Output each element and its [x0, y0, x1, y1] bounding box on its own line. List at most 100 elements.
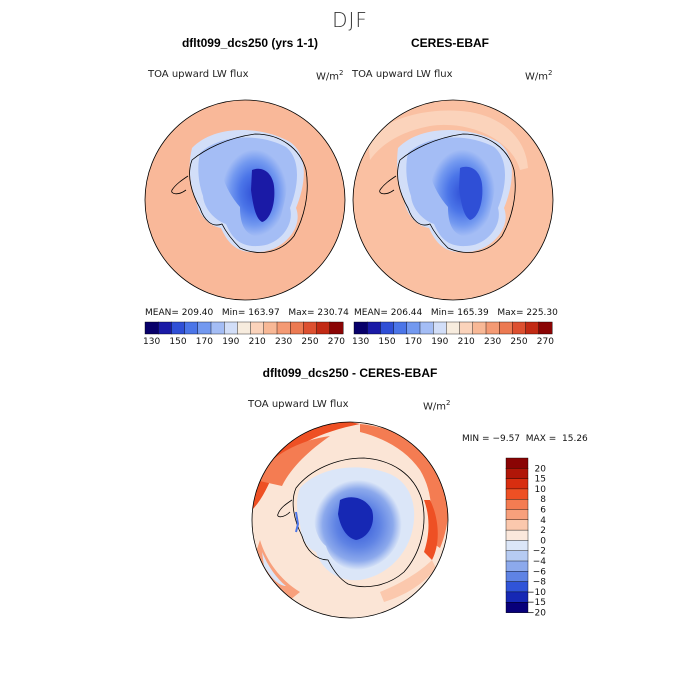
- colorbar-tick-label: −4: [533, 557, 547, 567]
- diff-max-value: 15.26: [562, 434, 588, 444]
- mean-value: 206.44: [390, 308, 423, 318]
- max-value: 225.30: [526, 308, 558, 318]
- colorbar-swatch: [276, 321, 291, 335]
- colorbar-tick-label: 130: [143, 337, 160, 347]
- diff-min-max: MIN = −9.57 MAX = 15.26: [462, 434, 588, 444]
- mean-value: 209.40: [181, 308, 214, 318]
- colorbar-swatch: [505, 550, 529, 562]
- colorbar-swatch: [250, 321, 265, 335]
- colorbar-swatch: [223, 321, 238, 335]
- colorbar-swatch: [505, 488, 529, 500]
- colorbar-tick-label: −15: [527, 598, 546, 608]
- units-label-diff: W/m2: [423, 399, 451, 413]
- colorbar-tick-label: 10: [535, 485, 547, 495]
- colorbar-tick-label: −8: [533, 578, 547, 588]
- season-title: DJF: [332, 8, 368, 32]
- colorbar-tick-label: 210: [249, 337, 266, 347]
- colorbar-swatch: [505, 478, 529, 490]
- colorbar-tick-label: 270: [537, 337, 554, 347]
- colorbar-swatch: [210, 321, 225, 335]
- colorbar-swatch: [303, 321, 318, 335]
- units-label-model: W/m2: [316, 69, 344, 83]
- colorbar-swatch: [505, 560, 529, 572]
- colorbar-tick-label: 270: [328, 337, 345, 347]
- colorbar-swatch: [505, 591, 529, 603]
- colorbar-tick-label: 15: [535, 475, 546, 485]
- colorbar-tick-label: 4: [540, 516, 546, 526]
- colorbar-tick-label: −20: [527, 609, 546, 619]
- colorbar-swatch: [353, 321, 368, 335]
- map-diff: [251, 421, 449, 619]
- panel-title-obs: CERES-EBAF: [410, 36, 489, 50]
- stats-model: MEAN= 209.40 Min= 163.97 Max= 230.74: [145, 308, 349, 318]
- map-diff-border: [251, 421, 449, 619]
- colorbar-swatch: [505, 468, 529, 480]
- colorbar-tick-label: 190: [222, 337, 239, 347]
- colorbar-swatch: [419, 321, 434, 335]
- colorbar-swatch: [367, 321, 381, 335]
- colorbar-tick-label: 6: [540, 506, 546, 516]
- colorbar-tick-label: 170: [196, 337, 213, 347]
- colorbar-swatch: [505, 581, 529, 593]
- colorbar-swatch: [316, 321, 331, 335]
- colorbar-swatch: [512, 321, 527, 335]
- colorbar-tick-label: −10: [527, 588, 546, 598]
- colorbar-swatch: [197, 321, 212, 335]
- colorbar-obs: 130 150 170 190 210 230 250 270: [352, 321, 554, 347]
- variable-label-diff: TOA upward LW flux: [248, 399, 349, 410]
- colorbar-tick-label: 150: [378, 337, 395, 347]
- colorbar-swatch: [525, 321, 540, 335]
- colorbar-swatch: [184, 321, 199, 335]
- colorbar-tick-label: 130: [352, 337, 369, 347]
- colorbar-swatch: [380, 321, 395, 335]
- max-value: 230.74: [317, 308, 349, 318]
- coastline-model: [189, 133, 308, 253]
- colorbar-tick-label: 8: [540, 495, 546, 505]
- colorbar-swatch: [290, 321, 304, 335]
- colorbar-tick-label: 2: [540, 526, 546, 536]
- colorbar-swatch: [406, 321, 421, 335]
- colorbar-tick-label: −6: [533, 567, 547, 577]
- colorbar-swatch: [505, 571, 529, 583]
- colorbar-swatch: [538, 321, 553, 335]
- colorbar-tick-label: 150: [169, 337, 186, 347]
- colorbar-swatch: [157, 321, 172, 335]
- colorbar-swatch: [505, 540, 529, 552]
- colorbar-swatch: [505, 509, 529, 521]
- colorbar-swatch: [329, 321, 344, 335]
- colorbar-swatch: [433, 321, 447, 335]
- colorbar-tick-label: 230: [275, 337, 292, 347]
- min-value: 165.39: [457, 308, 489, 318]
- colorbar-tick-label: 170: [405, 337, 422, 347]
- map-model-border: [144, 99, 346, 301]
- map-obs-border: [352, 99, 554, 301]
- colorbar-swatch: [505, 529, 529, 541]
- colorbar-tick-label: 250: [510, 337, 527, 347]
- colorbar-swatch: [472, 321, 487, 335]
- variable-label-model: TOA upward LW flux: [148, 69, 249, 80]
- colorbar-swatch: [505, 457, 529, 469]
- panel-title-model: dflt099_dcs250 (yrs 1-1): [181, 36, 319, 50]
- colorbar-tick-label: 250: [301, 337, 318, 347]
- panel-title-diff: dflt099_dcs250 - CERES-EBAF: [262, 366, 438, 380]
- colorbar-swatch: [499, 321, 513, 335]
- colorbar-swatch: [446, 321, 461, 335]
- colorbar-swatch: [505, 519, 529, 531]
- colorbar-swatch: [485, 321, 500, 335]
- colorbar-model: 130 150 170 190 210 230 250 270: [143, 321, 345, 347]
- colorbar-swatch: [505, 602, 529, 614]
- colorbar-swatch: [505, 499, 529, 511]
- coastline-obs: [397, 133, 516, 253]
- diff-min-value: −9.57: [492, 434, 521, 444]
- colorbar-tick-label: 0: [540, 536, 546, 546]
- colorbar-tick-label: 210: [458, 337, 475, 347]
- map-model: [144, 99, 346, 301]
- min-value: 163.97: [248, 308, 280, 318]
- colorbar-swatch: [237, 321, 252, 335]
- colorbar-swatch: [459, 321, 474, 335]
- colorbar-tick-label: −2: [533, 547, 546, 557]
- map-obs: [352, 99, 554, 301]
- stats-obs: MEAN= 206.44 Min= 165.39 Max= 225.30: [354, 308, 558, 318]
